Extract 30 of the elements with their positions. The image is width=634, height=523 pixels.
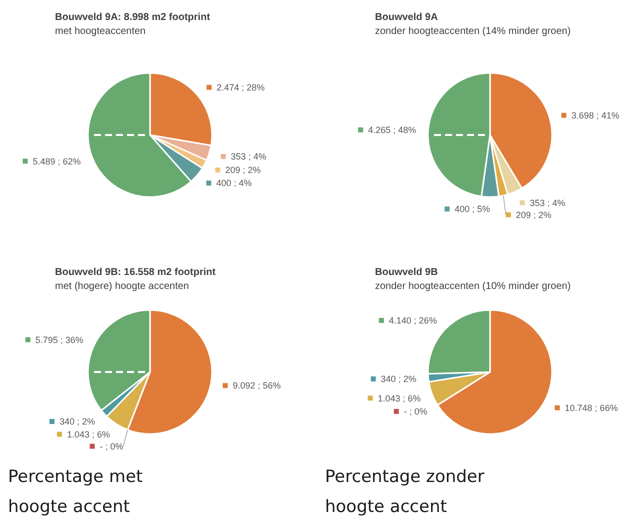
text: - ; 0% [100, 441, 124, 452]
data-label: 1.043 ; 6% [66, 429, 110, 440]
data-label: 353 ; 4% [230, 152, 266, 162]
data-label: 340 ; 2% [380, 374, 416, 384]
data-label: 3.698 ; 41% [571, 110, 620, 120]
data-label: 209 ; 2% [225, 165, 261, 176]
data-label: 4.140 ; 26% [388, 316, 437, 326]
data-label: 400 ; 5% [454, 204, 490, 214]
data-label: 10.748 ; 66% [564, 402, 618, 413]
chart-title: Bouwveld 9A [375, 12, 438, 23]
data-label: 400 ; 4% [216, 178, 252, 188]
text: - ; 0% [404, 406, 428, 417]
data-label: 5.489 ; 62% [32, 156, 81, 166]
data-label: 353 ; 4% [530, 198, 566, 208]
chart-title: Bouwveld 9A: 8.998 m2 footprint [55, 12, 211, 23]
data-label: 4.265 ; 48% [368, 125, 416, 136]
chart-title: Bouwveld 9B: 16.558 m2 footprint [55, 267, 216, 278]
data-label: 9.092 ; 56% [232, 380, 281, 391]
data-label: 2.474 ; 28% [216, 82, 265, 92]
data-label: 5.795 ; 36% [35, 334, 84, 345]
chart-subtitle: met (hogere) hoogte accenten [55, 281, 189, 292]
chart-title: Bouwveld 9B [375, 267, 438, 278]
chart-subtitle: zonder hoogteaccenten (10% minder groen) [375, 281, 571, 292]
text: Percentage met hoogte accent [8, 467, 144, 517]
chart-subtitle: zonder hoogteaccenten (14% minder groen) [375, 26, 571, 37]
text: Percentage zonder hoogte accent [325, 467, 484, 517]
chart-subtitle: met hoogteaccenten [55, 26, 146, 37]
data-label: 1.043 ; 6% [378, 393, 421, 404]
data-label: 209 ; 2% [516, 210, 552, 220]
data-label: 340 ; 2% [59, 416, 95, 427]
